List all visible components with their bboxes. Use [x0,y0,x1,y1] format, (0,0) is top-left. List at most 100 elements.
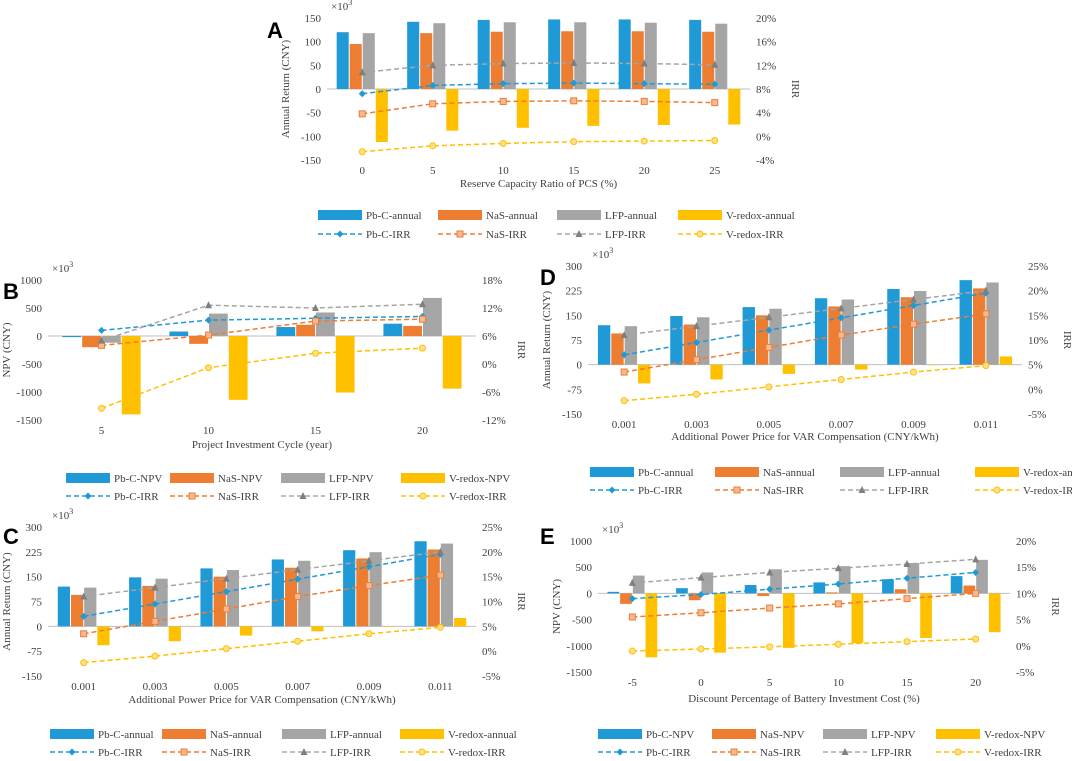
y2-tick-label: 0% [756,131,771,143]
marker-pb-c-irr [693,338,700,346]
bar-nas-npv [296,324,315,336]
y2-tick-label: -12% [482,415,506,427]
marker-nas-irr [972,589,980,597]
marker-nas-irr [419,315,426,323]
marker-v-redox-irr [151,652,159,660]
legend-label: Pb-C-IRR [646,747,691,759]
panel-label: B [3,279,19,304]
bar-v-redox-annual [375,89,388,143]
bar-v-redox-npv [442,336,462,389]
x-tick-label: 20 [417,425,429,437]
bar-v-redox-annual [240,626,253,636]
bar-lfp-npv [976,559,988,594]
bar-pb-c-annual [548,19,561,90]
marker-lfp-irr [837,304,845,312]
bar-v-redox-annual [168,626,181,642]
marker-lfp-irr [205,301,212,309]
bar-pb-c-npv [950,576,963,594]
marker-pb-c-irr [903,574,911,582]
x-axis-label: Additional Power Price for VAR Compensat… [671,431,939,443]
x-tick-label: 20 [639,165,651,177]
marker-nas-irr [640,97,648,105]
x-tick-label: 0.003 [684,419,709,431]
legend-marker [419,492,427,500]
legend-marker [730,748,738,756]
y2-tick-label: 25% [482,522,502,534]
legend-label: NaS-IRR [218,491,260,503]
marker-pb-c-irr [570,79,578,87]
marker-pb-c-irr [365,563,373,571]
marker-nas-irr [765,343,773,351]
marker-pb-c-irr [628,595,636,603]
marker-nas-irr [910,320,917,328]
x-tick-label: 5 [767,677,773,689]
legend-label: V-redox-IRR [448,747,506,759]
bar-v-redox-annual [454,618,467,627]
legend-label: V-redox-IRR [1023,485,1072,497]
bar-lfp-annual [362,33,375,89]
bar-v-redox-annual [710,364,723,380]
bar-pb-c-npv [744,585,757,594]
marker-pb-c-irr [205,316,212,324]
legend-marker [336,230,344,238]
bar-pb-c-annual [597,325,611,365]
marker-nas-irr [711,99,719,107]
marker-nas-irr [903,595,911,603]
marker-v-redox-irr [312,349,319,357]
marker-v-redox-irr [365,630,373,638]
marker-lfp-irr [294,565,302,573]
marker-v-redox-irr [693,390,700,398]
y-tick-label: -500 [22,359,43,371]
y2-tick-label: 0% [1028,384,1043,396]
marker-lfp-irr [910,295,917,303]
bar-nas-annual [70,594,84,627]
x-tick-label: 0.011 [428,681,452,693]
legend-swatch-pb-c-annual [50,729,94,739]
y-axis-label: Annual Return (CNY) [1,552,13,651]
line-lfp-irr [83,551,441,598]
x-tick-label: 0.009 [901,419,926,431]
marker-lfp-irr [693,322,700,330]
marker-v-redox-irr [620,397,628,405]
bar-pb-c-annual [336,32,349,89]
marker-lfp-irr [222,574,230,582]
legend-swatch-lfp-annual [557,210,601,220]
y-tick-label: 0 [587,588,593,600]
legend-swatch-nas-npv [712,729,756,739]
y2-axis-label: IRR [1049,597,1061,616]
marker-lfp-irr [620,331,628,339]
marker-lfp-irr [429,61,437,69]
bar-pb-c-annual [271,559,284,627]
marker-pb-c-irr [910,301,917,309]
marker-pb-c-irr [151,600,159,608]
legend-label: NaS-annual [486,210,538,222]
y2-tick-label: 18% [482,275,502,287]
y2-tick-label: 8% [756,84,771,96]
legend-label: V-redox-annual [726,210,795,222]
y2-tick-label: 5% [1016,615,1031,627]
y-tick-label: -1000 [566,641,592,653]
bar-lfp-npv [102,336,121,343]
line-v-redox-irr [624,364,986,402]
x-tick-label: 0.001 [71,681,96,693]
bar-nas-npv [894,589,907,594]
panel-D: D ×103 -150 -75 0 75 150 225 300 -5% 0% 5% 10% 15% 20%… [540,246,1072,497]
legend-label: LFP-IRR [871,747,913,759]
bar-pb-c-annual [618,19,631,90]
legend-marker [696,230,704,238]
bar-nas-annual [702,31,715,89]
bar-v-redox-annual [782,364,796,374]
scale-label: ×103 [592,246,613,261]
legend-swatch-pb-c-annual [318,210,362,220]
bar-v-redox-annual [516,89,529,128]
x-tick-label: 0.001 [612,419,637,431]
legend-label: NaS-IRR [760,747,802,759]
marker-lfp-irr [436,547,444,555]
legend-label: NaS-IRR [763,485,805,497]
x-axis-label: Discount Percentage of Battery Investmen… [688,693,920,705]
marker-v-redox-irr [294,637,302,645]
marker-lfp-irr [903,560,911,568]
y-tick-label: -150 [22,671,43,683]
bar-pb-c-annual [200,568,213,627]
